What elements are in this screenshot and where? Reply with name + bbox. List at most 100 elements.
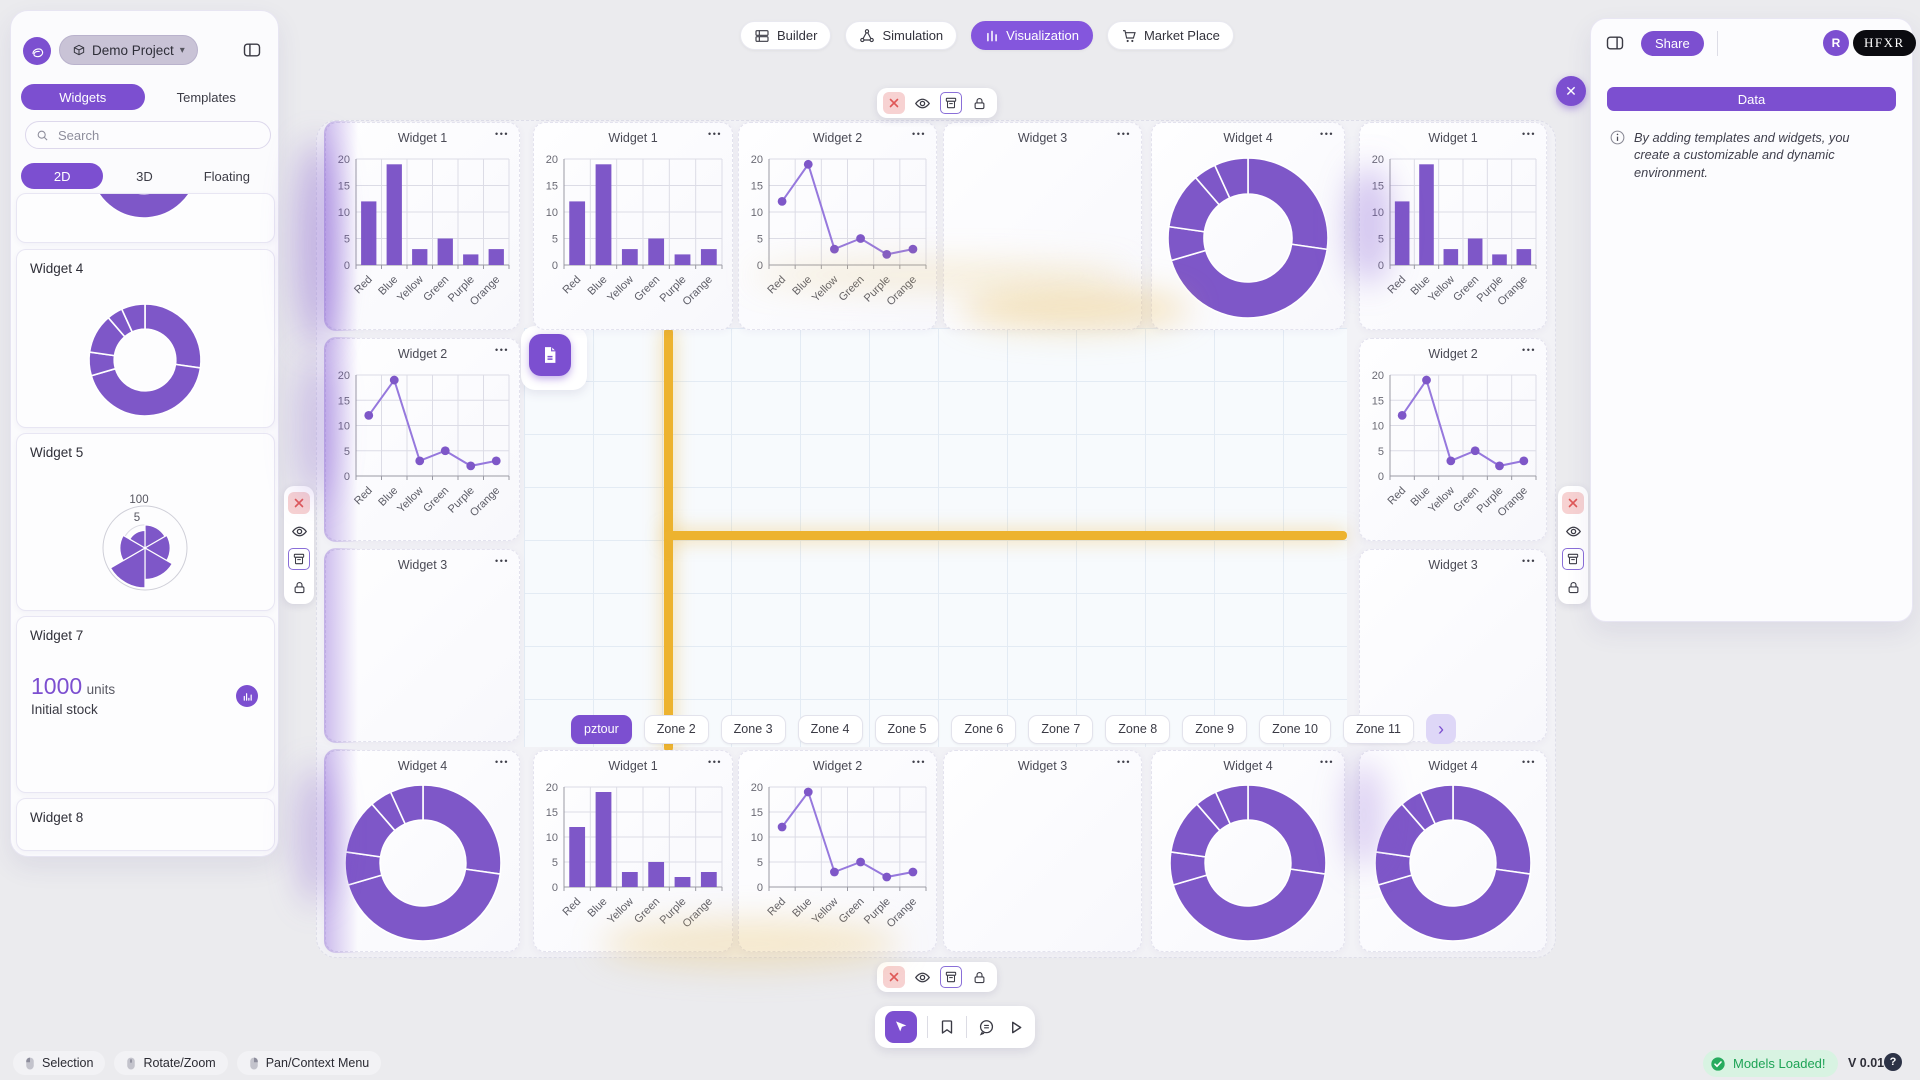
help-button[interactable]: ? <box>1884 1053 1902 1071</box>
visibility-tool-button[interactable] <box>912 92 934 114</box>
project-selector-button[interactable]: Demo Project ▾ <box>59 35 198 65</box>
widget-menu[interactable]: ••• <box>1320 129 1334 139</box>
zone-tab[interactable]: Zone 7 <box>1028 714 1094 744</box>
nav-simulation[interactable]: Simulation <box>845 21 958 50</box>
canvas-widget-card[interactable]: Widget 4 ••• <box>1151 750 1345 952</box>
tab-3d[interactable]: 3D <box>136 168 153 184</box>
tab-templates[interactable]: Templates <box>176 89 236 105</box>
zone-tab[interactable]: Zone 2 <box>643 714 709 744</box>
canvas-widget-card[interactable]: Widget 1 ••• 0 5 10 15 20 Red Blue Yellow Green Pu… <box>533 750 733 952</box>
tab-floating[interactable]: Floating <box>203 168 250 184</box>
comment-button[interactable] <box>977 1018 996 1037</box>
delete-tool-button[interactable] <box>288 492 310 514</box>
svg-text:10: 10 <box>338 421 350 433</box>
canvas-widget-card[interactable]: Widget 3 ••• <box>943 122 1142 330</box>
nav-marketplace[interactable]: Market Place <box>1106 21 1234 50</box>
canvas-widget-card[interactable]: Widget 1 ••• 0 5 10 15 20 Red Blue Yellow Green Pu… <box>324 121 520 331</box>
chat-icon <box>979 1019 994 1036</box>
delete-tool-button[interactable] <box>1562 492 1584 514</box>
capture-tool-button[interactable] <box>288 548 310 570</box>
sidebar-widget-card-partial[interactable] <box>16 193 275 243</box>
sidebar-widget-card[interactable]: Widget 7 1000 units Initial stock <box>16 616 275 793</box>
close-panel-button[interactable]: ✕ <box>1556 76 1586 106</box>
search-input[interactable] <box>56 126 230 144</box>
user-avatar[interactable]: R <box>1823 30 1849 56</box>
zones-scroll-right-button[interactable]: › <box>1425 714 1456 744</box>
canvas-widget-card[interactable]: Widget 2 ••• 0 5 10 15 20 Red Blue Yellow Green Pu… <box>1359 338 1547 541</box>
widget-menu[interactable]: ••• <box>912 757 926 767</box>
widget-search[interactable] <box>25 121 271 149</box>
tab-2d[interactable]: 2D <box>21 163 104 189</box>
panel-collapse-icon[interactable] <box>1605 33 1625 53</box>
canvas-widget-card[interactable]: Widget 4 ••• <box>1359 750 1547 952</box>
document-icon <box>545 347 556 363</box>
nav-visualization[interactable]: Visualization <box>971 21 1093 50</box>
capture-tool-button[interactable] <box>1562 548 1584 570</box>
widget-menu[interactable]: ••• <box>495 757 509 767</box>
data-panel: Share R HFXR Data By adding templates an… <box>1590 18 1916 622</box>
sidebar-widget-card[interactable]: Widget 8 <box>16 798 275 851</box>
cursor-icon <box>896 1021 907 1032</box>
delete-tool-button[interactable] <box>883 92 906 114</box>
sidebar-widget-card[interactable]: Widget 4 <box>16 249 275 428</box>
canvas-widget-card[interactable]: Widget 2 ••• 0 5 10 15 20 Red Blue Yellow Green Pu… <box>738 750 937 952</box>
widget-menu[interactable]: ••• <box>1522 556 1536 566</box>
canvas-widget-card[interactable]: Widget 4 ••• <box>1151 122 1345 330</box>
zone-tab[interactable]: Zone 8 <box>1105 714 1171 744</box>
play-button[interactable] <box>1006 1018 1025 1037</box>
polar-chart: 100 5 <box>87 482 203 598</box>
sidebar-widget-card[interactable]: Widget 5 100 5 <box>16 433 275 611</box>
zone-tab[interactable]: Zone 11 <box>1343 714 1414 744</box>
widget-menu[interactable]: ••• <box>1117 757 1131 767</box>
canvas-widget-card[interactable]: Widget 1 ••• 0 5 10 15 20 Red Blue Yellow Green Pu… <box>533 122 733 330</box>
pointer-mode-button[interactable] <box>885 1011 917 1043</box>
widget-menu[interactable]: ••• <box>1117 129 1131 139</box>
lock-tool-button[interactable] <box>288 576 310 598</box>
zone-tab[interactable]: Zone 6 <box>951 714 1017 744</box>
data-button[interactable]: Data <box>1607 87 1896 111</box>
sidebar-collapse-icon[interactable] <box>242 40 262 60</box>
zone-tab[interactable]: Zone 3 <box>720 714 786 744</box>
widget-menu[interactable]: ••• <box>708 757 722 767</box>
zone-tab[interactable]: Zone 4 <box>797 714 863 744</box>
visibility-tool-button[interactable] <box>1562 520 1584 542</box>
zone-tab[interactable]: Zone 9 <box>1182 714 1248 744</box>
widget-menu[interactable]: ••• <box>1522 757 1536 767</box>
zone-tab[interactable]: pztour <box>571 714 632 744</box>
canvas-widget-card[interactable]: Widget 3 ••• <box>1359 549 1547 742</box>
zone-tab[interactable]: Zone 10 <box>1259 714 1331 744</box>
svg-text:Red: Red <box>765 896 788 919</box>
canvas-widget-card[interactable]: Widget 1 ••• 0 5 10 15 20 Red Blue Yellow Green Pu… <box>1359 122 1547 330</box>
canvas-widget-card[interactable]: Widget 2 ••• 0 5 10 15 20 Red Blue Yellow Green Pu… <box>324 337 520 542</box>
widget-menu[interactable]: ••• <box>708 129 722 139</box>
svg-text:Yellow: Yellow <box>395 485 426 516</box>
visibility-tool-button[interactable] <box>912 966 934 988</box>
bookmark-button[interactable] <box>938 1018 956 1036</box>
info-icon <box>1609 129 1626 181</box>
widget-menu[interactable]: ••• <box>495 129 509 139</box>
widget-menu[interactable]: ••• <box>495 556 509 566</box>
canvas-widget-card[interactable]: Widget 3 ••• <box>943 750 1142 952</box>
lock-tool-button[interactable] <box>1562 576 1584 598</box>
canvas-widget-card[interactable]: Widget 2 ••• 0 5 10 15 20 Red Blue Yellow Green Pu… <box>738 122 937 330</box>
widget-menu[interactable]: ••• <box>1522 129 1536 139</box>
capture-tool-button[interactable] <box>940 92 963 114</box>
capture-tool-button[interactable] <box>940 966 963 988</box>
nav-builder[interactable]: Builder <box>740 21 832 50</box>
widget-menu[interactable]: ••• <box>495 345 509 355</box>
canvas-widget-card[interactable]: Widget 4 ••• <box>324 749 520 953</box>
widget-menu[interactable]: ••• <box>912 129 926 139</box>
lock-tool-button[interactable] <box>969 92 991 114</box>
lock-tool-button[interactable] <box>969 966 991 988</box>
delete-tool-button[interactable] <box>883 966 906 988</box>
document-button[interactable] <box>529 334 571 376</box>
canvas-toolbar-bottom <box>877 962 997 992</box>
canvas-widget-card[interactable]: Widget 3 ••• <box>324 548 520 743</box>
share-button[interactable]: Share <box>1641 31 1704 56</box>
tab-widgets[interactable]: Widgets <box>21 84 145 110</box>
zone-tab[interactable]: Zone 5 <box>874 714 940 744</box>
visibility-tool-button[interactable] <box>288 520 310 542</box>
main-nav: Builder Simulation Visualization Market … <box>740 21 1234 50</box>
widget-menu[interactable]: ••• <box>1522 345 1536 355</box>
widget-menu[interactable]: ••• <box>1320 757 1334 767</box>
